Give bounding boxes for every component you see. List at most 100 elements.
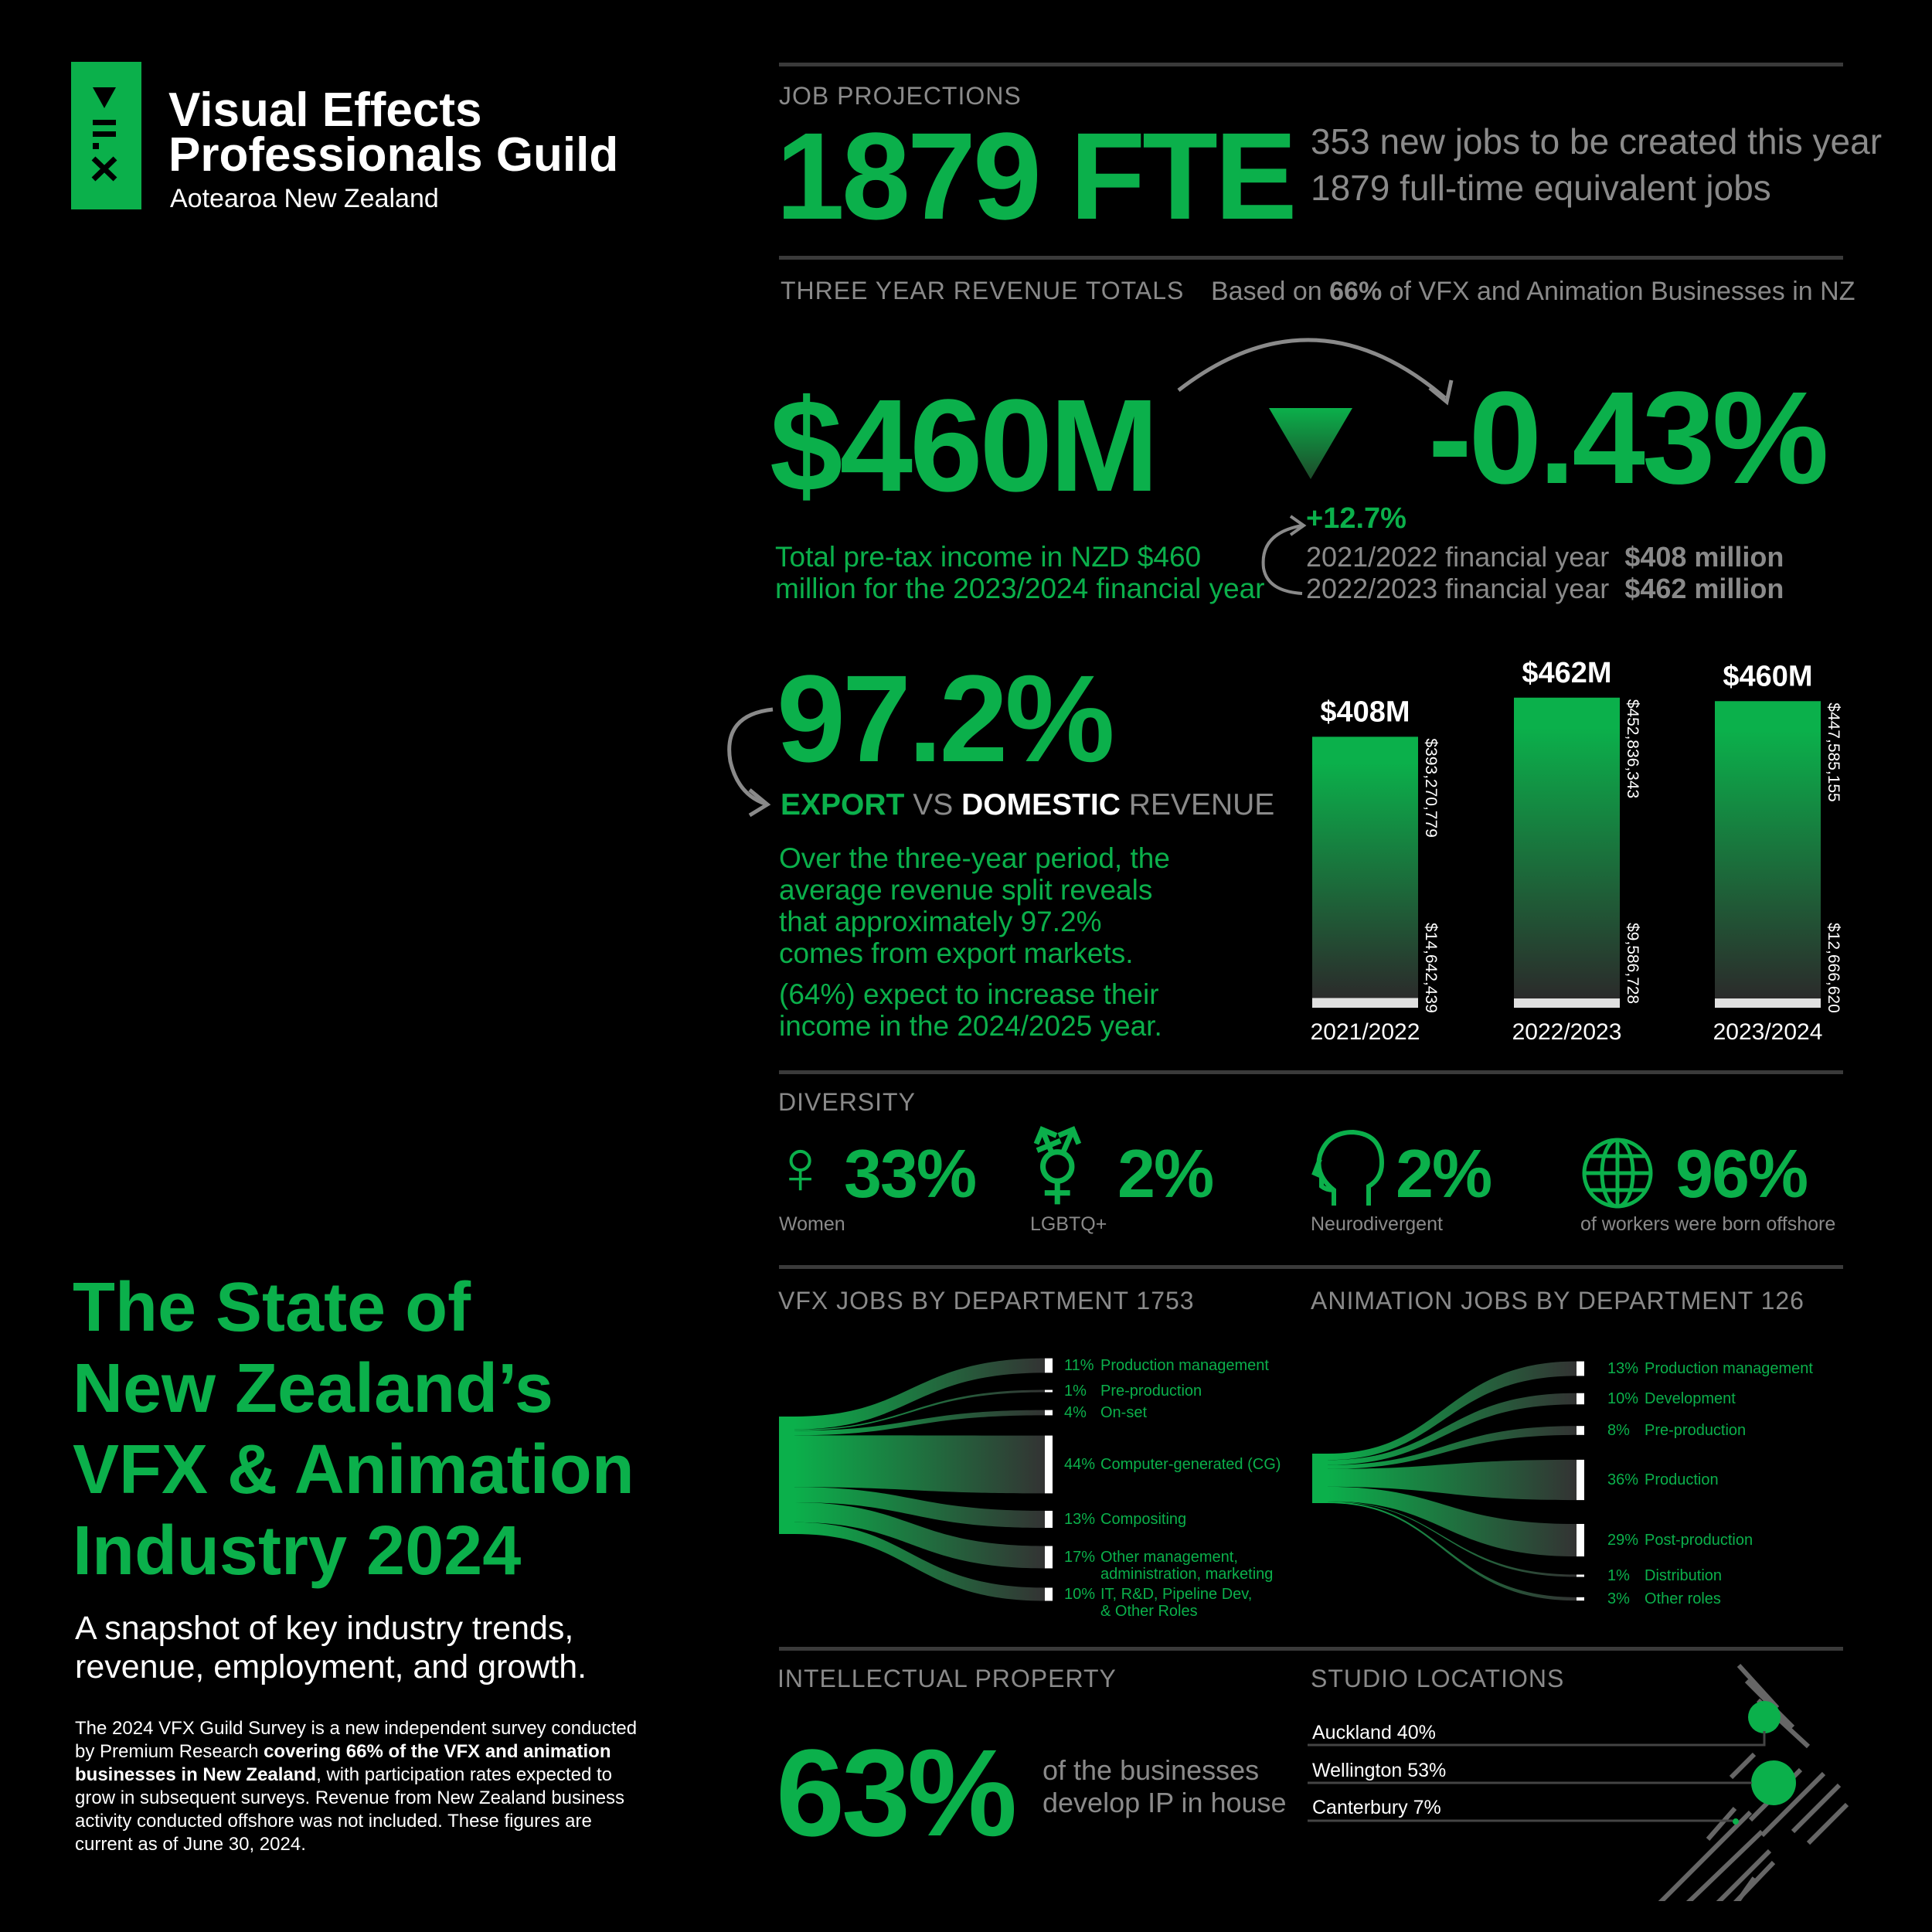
fy-value: $462 million	[1624, 573, 1784, 604]
domestic-bar	[1312, 998, 1418, 1008]
fy2-line: 2022/2023 financial year $462 million	[1306, 573, 1784, 605]
subtitle-line: A snapshot of key industry trends,	[75, 1610, 574, 1647]
sankey-label: Other management, administration, marketi…	[1100, 1549, 1274, 1583]
ip-heading: INTELLECTUAL PROPERTY	[777, 1665, 1117, 1692]
export-bar	[1715, 701, 1821, 998]
revenue-bar-chart: $408M 2021/2022 $393,270,779 $14,642,439 $46…	[1311, 657, 1842, 1043]
export-word: EXPORT	[781, 788, 905, 821]
vs-word: VS	[904, 788, 962, 821]
ip-desc: of the businesses develop IP in house	[1043, 1754, 1287, 1819]
para-line: that approximately 97.2%	[779, 906, 1102, 937]
fy-label: 2021/2022 financial year	[1306, 541, 1610, 573]
auckland-marker	[1748, 1701, 1781, 1733]
sankey-label: Pre-production	[1645, 1422, 1747, 1439]
bar-year-label: 2021/2022	[1311, 1019, 1420, 1043]
nz-map-stripes	[1658, 1663, 1849, 1901]
fy1-line: 2021/2022 financial year $408 million	[1306, 541, 1784, 573]
canterbury-marker	[1733, 1818, 1739, 1825]
export-paragraph: Over the three-year period, the average r…	[779, 842, 1170, 1042]
title-line: The State of	[73, 1269, 471, 1346]
globe-icon	[1582, 1138, 1653, 1209]
sankey-pct: 10%	[1607, 1390, 1639, 1407]
domestic-value-label: $9,586,728	[1624, 923, 1641, 1004]
nz-map	[1308, 1663, 1849, 1901]
diversity-heading: DIVERSITY	[778, 1088, 916, 1116]
sankey-flow	[1328, 1486, 1577, 1557]
sankey-target-bar	[1045, 1410, 1053, 1416]
bar-total-label: $460M	[1723, 660, 1812, 692]
sankey-pct: 1%	[1064, 1383, 1087, 1400]
desc-line: million for the 2023/2024 financial year	[775, 573, 1265, 604]
sankey-flow	[1328, 1459, 1577, 1501]
para-line: comes from export markets.	[779, 937, 1134, 969]
bar-total-label: $462M	[1522, 657, 1611, 689]
sankey-target-bar	[1045, 1389, 1053, 1393]
studios-heading: STUDIO LOCATIONS	[1311, 1665, 1565, 1692]
studio-auckland: Auckland 40%	[1312, 1722, 1436, 1743]
curved-arrow-icon	[1177, 338, 1454, 479]
sankey-target-bar	[1577, 1393, 1584, 1405]
brand-region: Aotearoa New Zealand	[170, 184, 439, 213]
sankey-pct: 1%	[1607, 1567, 1630, 1584]
note-text: The 2024 VFX Guild Survey is a new indep…	[75, 1718, 638, 1762]
offshore-label: of workers were born offshore	[1580, 1213, 1836, 1235]
sankey-pct: 29%	[1607, 1532, 1639, 1549]
export-value-label: $393,270,779	[1422, 738, 1440, 837]
sankey-flow	[794, 1502, 1045, 1569]
sankey-pct: 3%	[1607, 1590, 1630, 1607]
offshore-value: 96%	[1675, 1135, 1808, 1212]
divider	[779, 1647, 1843, 1651]
export-value-label: $452,836,343	[1624, 699, 1641, 798]
sankey-pct: 36%	[1607, 1471, 1639, 1488]
brand-name-2: Professionals Guild	[168, 128, 619, 182]
domestic-bar	[1715, 998, 1821, 1008]
revenue-total-desc: Total pre-tax income in NZD $460 million …	[775, 541, 1265, 604]
jobs-fte-value: 1879 FTE	[776, 107, 1298, 245]
domestic-value-label: $14,642,439	[1422, 923, 1440, 1013]
revenue-change: -0.43%	[1428, 365, 1829, 512]
sankey-label: On-set	[1100, 1404, 1148, 1421]
sankey-label: IT, R&D, Pipeline Dev, & Other Roles	[1100, 1586, 1253, 1620]
ip-value: 63%	[776, 1723, 1017, 1862]
sankey-target-bar	[1577, 1426, 1584, 1435]
sankey-flow	[1328, 1393, 1577, 1465]
sankey-label: Production	[1645, 1471, 1719, 1488]
revenue-growth: +12.7%	[1306, 502, 1406, 535]
sankey-label: Post-production	[1645, 1532, 1753, 1549]
sankey-pct: 44%	[1064, 1456, 1096, 1473]
studio-wellington: Wellington 53%	[1312, 1760, 1447, 1781]
para-line: Over the three-year period, the	[779, 842, 1170, 874]
basis-bold: 66%	[1329, 277, 1383, 306]
sankey-flow	[1328, 1426, 1577, 1469]
brand-name-1: Visual Effects	[168, 83, 482, 137]
domestic-value-label: $12,666,620	[1825, 923, 1842, 1013]
title-line: Industry 2024	[73, 1512, 522, 1590]
sankey-target-bar	[1045, 1435, 1053, 1494]
sankey-target-bar	[1577, 1597, 1584, 1601]
sankey-flow	[794, 1435, 1045, 1494]
sankey-pct: 4%	[1064, 1404, 1087, 1421]
bar-year-label: 2023/2024	[1713, 1019, 1823, 1043]
report-title: The State of New Zealand’s VFX & Animati…	[73, 1267, 634, 1592]
basis-text: Based on	[1211, 277, 1330, 306]
note-text: , with participation rates expected to g…	[75, 1764, 625, 1855]
ip-line: develop IP in house	[1043, 1787, 1287, 1818]
sankey-target-bar	[1045, 1358, 1053, 1373]
sankey-pct: 8%	[1607, 1422, 1630, 1439]
bar-year-label: 2022/2023	[1512, 1019, 1622, 1043]
sankey-flow	[794, 1522, 1045, 1601]
sankey-pct: 11%	[1064, 1357, 1094, 1374]
sankey-label: Compositing	[1100, 1511, 1187, 1528]
divider	[779, 1265, 1843, 1269]
sankey-target-bar	[1045, 1587, 1053, 1601]
export-bar	[1514, 697, 1620, 998]
logo-glyph-icon	[91, 87, 117, 182]
revenue-basis: Based on 66% of VFX and Animation Busine…	[1211, 277, 1855, 307]
sankey-flow	[1328, 1361, 1577, 1461]
neurodivergent-label: Neurodivergent	[1311, 1213, 1443, 1235]
sankey-label: Other roles	[1645, 1590, 1721, 1607]
lgbtq-value: 2%	[1117, 1135, 1214, 1212]
sankey-label: Computer-generated (CG)	[1100, 1456, 1281, 1473]
domestic-word: DOMESTIC	[961, 788, 1121, 821]
